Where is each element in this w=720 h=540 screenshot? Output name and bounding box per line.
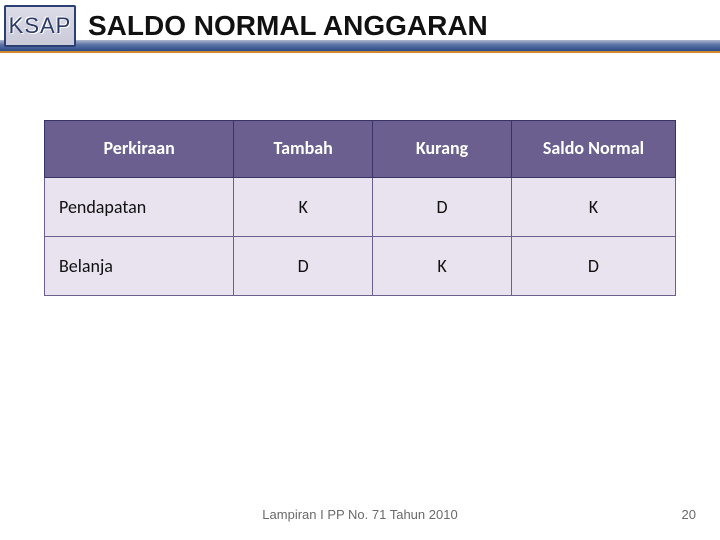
- cell-kurang: D: [373, 178, 512, 237]
- page-number: 20: [682, 507, 696, 522]
- slide-title: SALDO NORMAL ANGGARAN: [88, 10, 488, 42]
- cell-tambah: K: [234, 178, 373, 237]
- col-header-saldo: Saldo Normal: [511, 121, 675, 178]
- ksap-logo-text: KSAP: [9, 13, 72, 39]
- table-container: Perkiraan Tambah Kurang Saldo Normal Pen…: [44, 120, 676, 296]
- cell-perkiraan: Pendapatan: [45, 178, 234, 237]
- col-header-kurang: Kurang: [373, 121, 512, 178]
- anggaran-table: Perkiraan Tambah Kurang Saldo Normal Pen…: [44, 120, 676, 296]
- cell-saldo: K: [511, 178, 675, 237]
- cell-tambah: D: [234, 237, 373, 296]
- table-header-row: Perkiraan Tambah Kurang Saldo Normal: [45, 121, 676, 178]
- footer-note: Lampiran I PP No. 71 Tahun 2010: [0, 507, 720, 522]
- col-header-perkiraan: Perkiraan: [45, 121, 234, 178]
- ksap-logo: KSAP: [4, 5, 76, 47]
- cell-kurang: K: [373, 237, 512, 296]
- table-row: Belanja D K D: [45, 237, 676, 296]
- table-row: Pendapatan K D K: [45, 178, 676, 237]
- header-bar: KSAP SALDO NORMAL ANGGARAN: [0, 0, 720, 52]
- col-header-tambah: Tambah: [234, 121, 373, 178]
- cell-saldo: D: [511, 237, 675, 296]
- cell-perkiraan: Belanja: [45, 237, 234, 296]
